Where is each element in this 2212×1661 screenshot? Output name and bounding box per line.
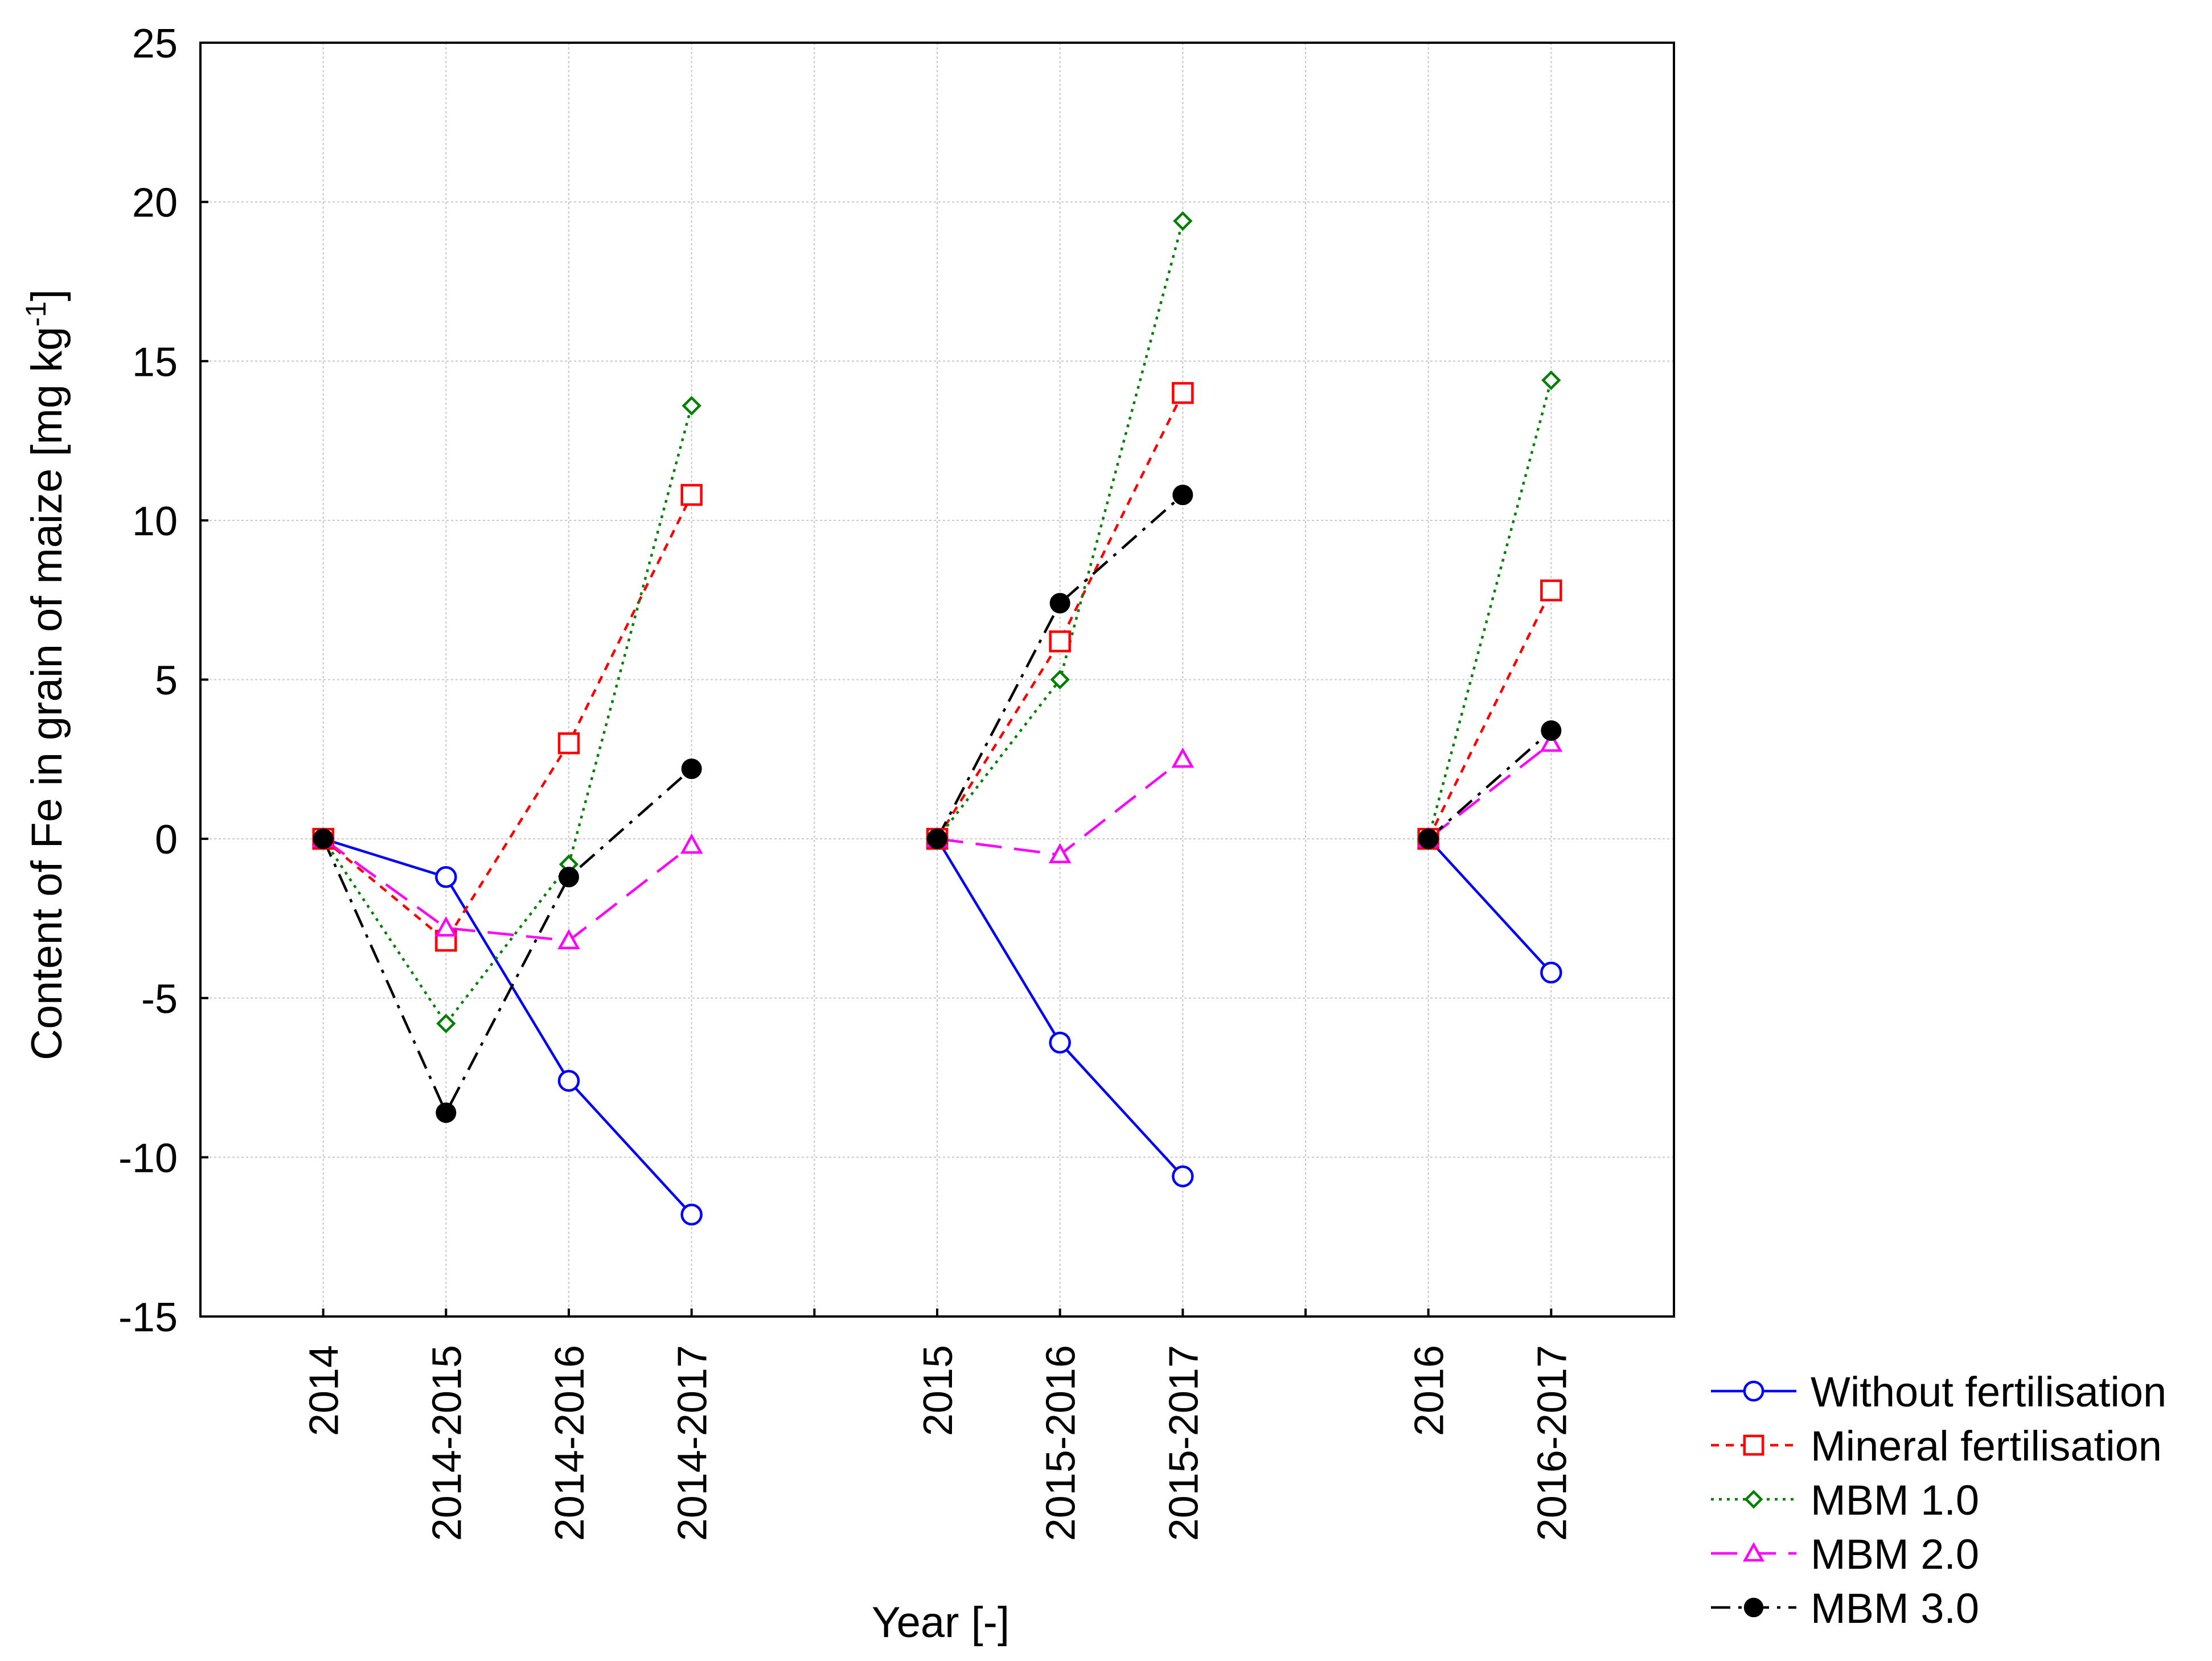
series-line-2 [1427,589,1553,840]
data-point-series-3 [1050,670,1070,690]
y-tick-label: 0 [155,817,178,863]
y-tick-label: 20 [132,181,178,226]
x-tick-label: 2015-2016 [1039,1345,1084,1541]
x-axis-tick-labels: 2014 2014-2015 2014-2016 2014-2017 2015 2015-… [302,1345,1575,1541]
series-line-5 [936,494,1184,840]
legend-label: Without fertilisation [1811,1368,2166,1416]
data-point-series-5 [1541,720,1562,741]
data-point-series-1 [1049,1031,1071,1054]
data-point-series-5 [681,758,702,780]
data-point-series-5 [313,829,334,850]
y-axis-label: Content of Fe in grain of maize [mg kg-1… [20,289,71,1060]
data-point-series-5 [1172,485,1193,506]
data-point-series-5 [436,1102,457,1123]
legend-marker [1743,1380,1764,1402]
legend-marker [1744,1490,1763,1509]
data-point-series-5 [927,829,947,850]
data-point-series-4 [680,833,703,854]
legend-label: MBM 3.0 [1811,1585,1979,1632]
data-point-series-3 [436,1014,456,1033]
x-tick-label: 2015-2017 [1161,1345,1206,1541]
axis-ticks [200,42,1553,1318]
data-point-series-1 [557,1069,580,1092]
y-tick-label: 10 [132,499,178,544]
series-line-2 [322,494,693,942]
data-point-series-5 [1418,829,1439,850]
y-tick-label: -15 [118,1295,178,1340]
y-tick-label: -5 [141,977,178,1022]
series-line-4 [322,838,693,942]
data-point-series-4 [557,929,580,950]
legend-label: MBM 2.0 [1811,1531,1979,1578]
y-axis-tick-labels: -15 -10 -5 0 5 10 15 20 25 [118,21,178,1340]
legend-label: Mineral fertilisation [1811,1422,2162,1470]
data-point-series-2 [1540,579,1562,602]
data-point-series-1 [680,1203,703,1226]
series-line-2 [936,392,1184,840]
y-tick-label: 25 [132,21,178,67]
series-line-5 [1427,729,1552,840]
x-tick-label: 2014-2016 [547,1345,593,1541]
data-point-series-4 [1540,731,1563,752]
series-line-1 [322,837,693,1216]
series-line-5 [322,768,693,1114]
plot-area-frame [199,42,1675,1318]
y-axis-label-end: ] [23,289,71,301]
y-tick-label: -10 [118,1135,178,1181]
y-axis-label-main: Content of Fe in grain of maize [mg kg [23,327,71,1060]
data-point-series-3 [1173,211,1193,231]
data-point-series-1 [435,866,457,888]
x-tick-label: 2016-2017 [1529,1345,1575,1541]
series-line-4 [1427,742,1552,840]
data-point-series-1 [1540,961,1562,984]
legend-label: MBM 1.0 [1811,1477,1979,1524]
data-point-series-4 [434,916,458,937]
y-tick-label: 15 [132,339,178,385]
x-tick-label: 2016 [1407,1345,1452,1436]
series-line-1 [1427,838,1552,974]
legend: Without fertilisation Mineral fertilisati… [1711,1368,2166,1632]
data-point-series-2 [557,732,580,754]
data-point-series-4 [1048,843,1072,864]
data-point-series-4 [1171,747,1195,768]
y-axis-label-superscript: -1 [20,301,52,326]
data-point-series-2 [1049,630,1071,653]
legend-marker [1743,1597,1764,1618]
data-point-series-5 [559,867,579,888]
data-point-series-3 [682,396,701,416]
x-tick-label: 2014 [302,1345,347,1436]
series-line-3 [1427,380,1553,839]
series-line-1 [936,838,1184,1178]
data-point-series-3 [1541,370,1561,390]
legend-marker [1743,1434,1764,1456]
x-tick-label: 2015 [916,1345,961,1436]
grid [200,43,1674,1317]
legend-marker [1742,1542,1765,1562]
data-point-series-2 [680,483,703,506]
x-tick-label: 2014-2015 [424,1345,470,1541]
data-point-series-1 [1172,1165,1194,1188]
y-tick-label: 5 [155,658,178,704]
x-axis-label: Year [-] [872,1598,1009,1647]
series-markers [311,211,1563,1226]
data-point-series-5 [1049,593,1070,614]
data-point-series-2 [1172,382,1194,404]
series-line-3 [322,405,693,1025]
x-tick-label: 2014-2017 [670,1345,716,1541]
